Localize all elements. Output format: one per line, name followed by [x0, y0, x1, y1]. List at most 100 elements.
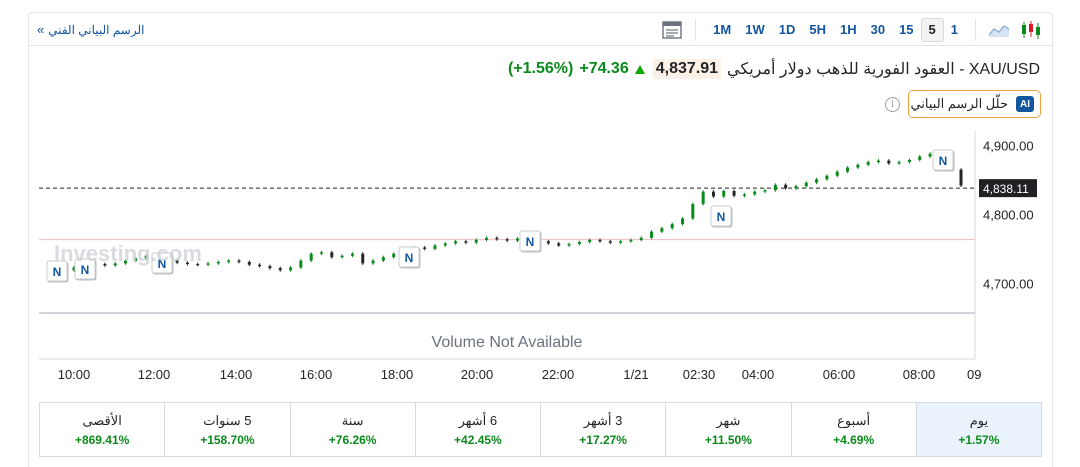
timeframe-selector: 1M 1W 1D 5H 1H 30 15 5 1 — [659, 17, 1044, 43]
candle-body — [650, 231, 654, 238]
candle-body — [268, 266, 272, 269]
candle-body — [887, 160, 891, 164]
news-marker — [710, 205, 732, 227]
candle-body — [216, 261, 220, 264]
x-tick-label: 22:00 — [542, 367, 575, 382]
toolbar-divider — [975, 19, 976, 41]
table-view-icon[interactable] — [659, 18, 685, 42]
candle-body — [918, 156, 922, 160]
candle-body — [711, 191, 715, 197]
candle-body — [794, 186, 798, 189]
candle-body — [835, 171, 839, 176]
candle-body — [670, 224, 674, 229]
candle-body — [392, 253, 396, 258]
x-tick-label: 12:00 — [138, 367, 171, 382]
period-5-years[interactable]: 5 سنوات +158.70% — [164, 403, 289, 456]
candle-body — [309, 253, 313, 261]
period-change: +17.27% — [579, 432, 627, 447]
period-change: +11.50% — [704, 432, 752, 447]
period-3-months[interactable]: 3 أشهر +17.27% — [540, 403, 665, 456]
candle-body — [103, 264, 107, 266]
period-change: +158.70% — [200, 432, 255, 447]
candle-body — [330, 252, 334, 258]
double-chevron-icon: » — [37, 22, 45, 37]
candlestick-chart-icon[interactable] — [1018, 18, 1044, 42]
candle-body — [474, 239, 478, 243]
candle-body — [742, 194, 746, 196]
news-marker — [932, 149, 954, 171]
candle-body — [299, 260, 303, 268]
timeframe-5[interactable]: 5 — [920, 18, 944, 42]
period-year[interactable]: سنة +76.26% — [289, 403, 415, 456]
period-change: +869.41% — [74, 432, 130, 447]
x-tick-label: 06:00 — [823, 367, 856, 382]
candle-body — [144, 255, 148, 259]
candle-body — [423, 247, 427, 249]
timeframe-1w[interactable]: 1W — [745, 22, 765, 37]
timeframe-1h[interactable]: 1H — [839, 22, 857, 37]
candle-body — [701, 191, 705, 205]
timeframe-1d[interactable]: 1D — [778, 22, 796, 37]
candle-body — [464, 241, 468, 243]
timeframe-1[interactable]: 1 — [950, 22, 958, 37]
candle-body — [598, 239, 602, 242]
candle-body — [907, 159, 911, 163]
last-price: 4,837.91 — [652, 59, 722, 79]
period-max[interactable]: الأقصى +869.41% — [40, 403, 164, 456]
period-month[interactable]: شهر +11.50% — [665, 403, 790, 456]
period-change: +4.69% — [833, 432, 875, 447]
candle-body — [897, 162, 901, 164]
price-chart[interactable]: 4,900.00 4,800.00 4,700.00 4,838.11 10:00 12:… — [29, 13, 1054, 401]
candle-body — [515, 238, 519, 241]
period-week[interactable]: أسبوع +4.69% — [790, 403, 916, 456]
candle-body — [804, 182, 808, 187]
period-label: سنة — [341, 412, 364, 428]
candle-body — [319, 252, 323, 254]
candle-body — [454, 241, 458, 244]
candle-body — [381, 257, 385, 261]
period-6-months[interactable]: 6 أشهر +42.45% — [414, 403, 540, 456]
candle-body — [691, 204, 695, 219]
candle-body — [443, 243, 447, 246]
candle-body — [227, 260, 231, 262]
news-marker — [151, 252, 173, 274]
candle-body — [113, 263, 117, 266]
candle-body — [124, 260, 128, 264]
news-marker-label: N — [939, 154, 948, 168]
news-marker-label: N — [53, 265, 62, 279]
timeframe-30[interactable]: 30 — [870, 22, 886, 37]
period-label: 6 أشهر — [458, 412, 498, 428]
news-marker-label: N — [526, 235, 535, 249]
candle-body — [371, 260, 375, 264]
period-label: يوم — [969, 412, 989, 428]
area-chart-icon[interactable] — [986, 18, 1012, 42]
candle-body — [784, 184, 788, 189]
y-tick-label: 4,800.00 — [983, 207, 1034, 222]
analyze-chart-button[interactable]: حلّل الرسم البياني AI — [908, 90, 1041, 118]
up-arrow-icon — [634, 64, 645, 74]
candle-body — [567, 244, 571, 246]
news-marker-label: N — [405, 251, 414, 265]
timeframe-15[interactable]: 15 — [899, 22, 914, 37]
y-tick-label: 4,700.00 — [983, 276, 1034, 291]
volume-not-available: Volume Not Available — [432, 334, 583, 351]
last-price-tag-label: 4,838.11 — [983, 182, 1029, 196]
candle-body — [196, 264, 200, 266]
period-day[interactable]: يوم +1.57% — [915, 403, 1041, 456]
candle-body — [660, 228, 664, 232]
period-change: +76.26% — [328, 432, 377, 447]
chart-watermark: Investing.com — [54, 241, 202, 266]
news-marker — [46, 260, 68, 282]
timeframe-1m[interactable]: 1M — [713, 22, 732, 37]
y-tick-label: 4,900.00 — [983, 138, 1034, 153]
candle-body — [289, 267, 293, 271]
period-label: شهر — [716, 412, 741, 428]
candle-body — [846, 167, 850, 172]
info-icon[interactable]: i — [885, 97, 900, 112]
full-chart-link[interactable]: الرسم البياني الفني » — [37, 22, 144, 37]
candle-body — [681, 218, 685, 225]
candle-body — [763, 190, 767, 192]
timeframe-5h[interactable]: 5H — [809, 22, 826, 37]
period-label: أسبوع — [837, 412, 871, 428]
candle-body — [237, 260, 241, 262]
